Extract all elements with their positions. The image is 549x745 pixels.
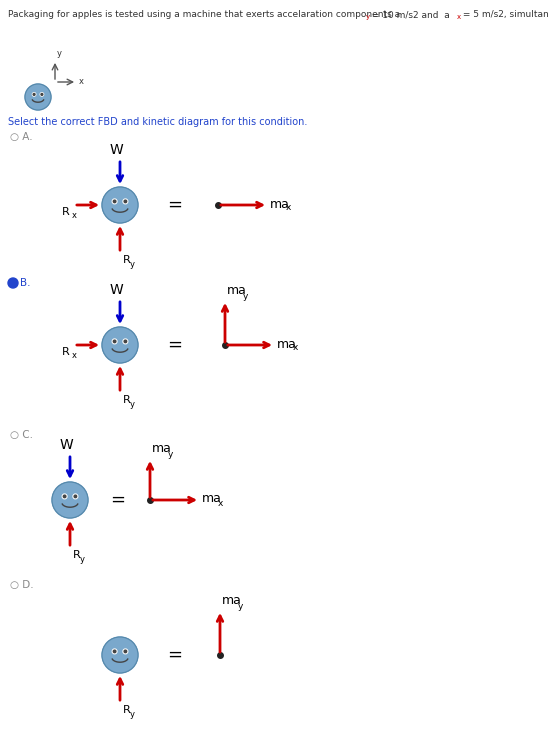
Text: y: y bbox=[80, 555, 85, 564]
Text: y: y bbox=[57, 49, 62, 58]
Text: x: x bbox=[286, 203, 292, 212]
Text: Select the correct FBD and kinetic diagram for this condition.: Select the correct FBD and kinetic diagr… bbox=[8, 117, 307, 127]
Circle shape bbox=[112, 339, 117, 343]
Circle shape bbox=[113, 200, 116, 203]
Text: y: y bbox=[168, 450, 173, 459]
Circle shape bbox=[113, 650, 116, 653]
Circle shape bbox=[123, 339, 128, 343]
Text: ○ C.: ○ C. bbox=[10, 430, 33, 440]
Circle shape bbox=[40, 92, 43, 96]
Text: ma: ma bbox=[222, 594, 242, 607]
Circle shape bbox=[123, 199, 128, 203]
Text: =: = bbox=[167, 336, 182, 354]
Text: R: R bbox=[123, 255, 131, 265]
Circle shape bbox=[102, 187, 138, 223]
Text: ○ A.: ○ A. bbox=[10, 132, 32, 142]
Circle shape bbox=[62, 494, 67, 498]
Text: R: R bbox=[62, 207, 70, 217]
Text: y: y bbox=[238, 602, 243, 611]
Circle shape bbox=[112, 649, 117, 654]
Text: B.: B. bbox=[20, 278, 31, 288]
Circle shape bbox=[8, 278, 18, 288]
Text: x: x bbox=[79, 77, 84, 86]
Circle shape bbox=[102, 327, 138, 363]
Text: =: = bbox=[110, 491, 126, 509]
Text: x: x bbox=[293, 343, 298, 352]
Circle shape bbox=[74, 495, 77, 498]
Text: y: y bbox=[366, 14, 370, 20]
Circle shape bbox=[123, 649, 128, 654]
Text: x: x bbox=[72, 351, 77, 360]
Text: ma: ma bbox=[277, 337, 297, 350]
Text: W: W bbox=[109, 283, 123, 297]
Text: R: R bbox=[123, 395, 131, 405]
Circle shape bbox=[102, 637, 138, 673]
Text: W: W bbox=[59, 438, 73, 452]
Text: x: x bbox=[72, 211, 77, 220]
Text: R: R bbox=[73, 550, 81, 560]
Text: W: W bbox=[109, 143, 123, 157]
Text: ma: ma bbox=[152, 442, 172, 455]
Text: y: y bbox=[130, 710, 135, 719]
Circle shape bbox=[124, 200, 127, 203]
Circle shape bbox=[52, 482, 88, 518]
Text: y: y bbox=[243, 292, 248, 301]
Text: x: x bbox=[457, 14, 461, 20]
Text: = 10 m/s2 and  a: = 10 m/s2 and a bbox=[369, 10, 450, 19]
Circle shape bbox=[73, 494, 78, 498]
Text: ma: ma bbox=[270, 197, 290, 211]
Circle shape bbox=[124, 340, 127, 343]
Text: =: = bbox=[167, 646, 182, 664]
Text: ma: ma bbox=[227, 284, 247, 297]
Text: x: x bbox=[218, 498, 223, 507]
Circle shape bbox=[124, 650, 127, 653]
Text: R: R bbox=[123, 705, 131, 715]
Text: =: = bbox=[167, 196, 182, 214]
Circle shape bbox=[25, 84, 51, 110]
Text: y: y bbox=[130, 260, 135, 269]
Text: ma: ma bbox=[202, 492, 222, 506]
Text: R: R bbox=[62, 347, 70, 357]
Text: ○ D.: ○ D. bbox=[10, 580, 33, 590]
Circle shape bbox=[112, 199, 117, 203]
Circle shape bbox=[32, 92, 36, 96]
Text: y: y bbox=[130, 400, 135, 409]
Circle shape bbox=[113, 340, 116, 343]
Circle shape bbox=[33, 93, 35, 95]
Text: Packaging for apples is tested using a machine that exerts accelaration componen: Packaging for apples is tested using a m… bbox=[8, 10, 400, 19]
Circle shape bbox=[63, 495, 66, 498]
Text: = 5 m/s2, simultaneously.: = 5 m/s2, simultaneously. bbox=[460, 10, 549, 19]
Circle shape bbox=[41, 93, 43, 95]
